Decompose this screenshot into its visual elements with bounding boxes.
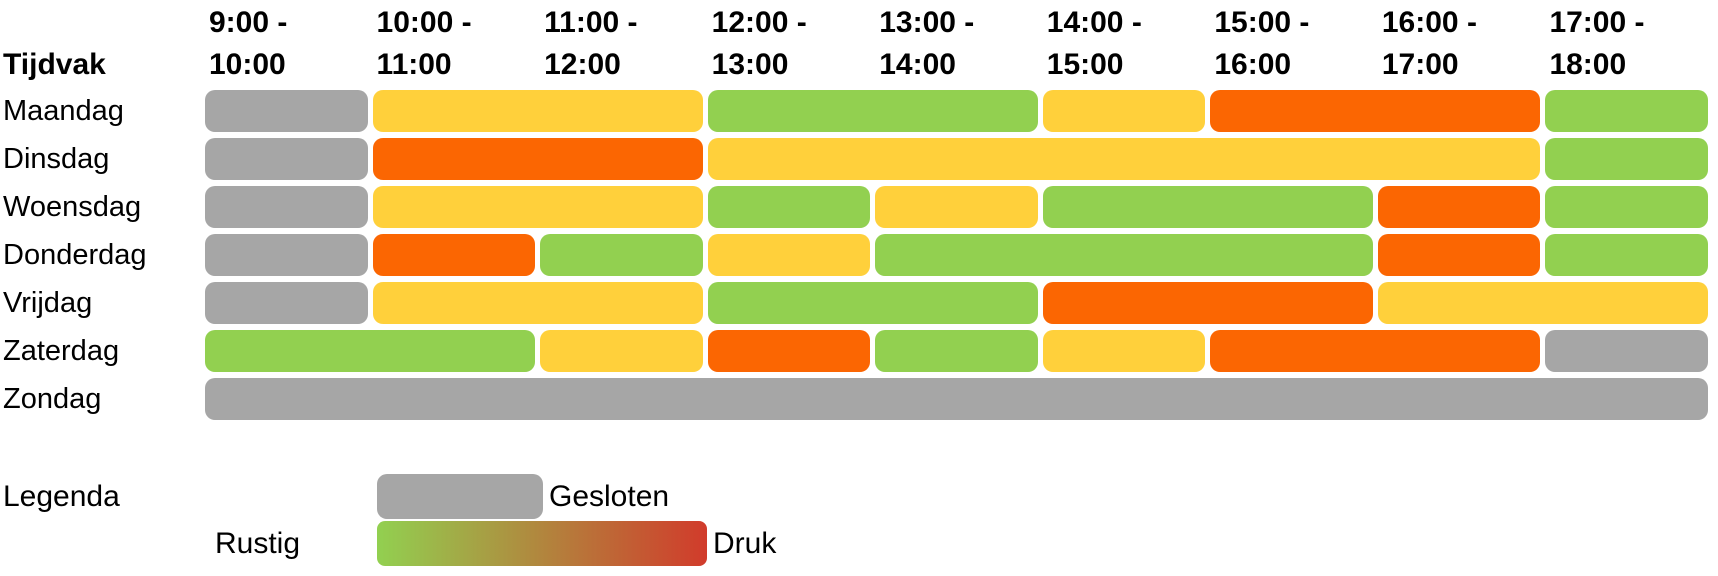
time-slot-header-line1: 13:00 -: [879, 6, 975, 39]
schedule-cell-moderate: [707, 234, 871, 276]
schedule-cell-quiet: [707, 90, 1038, 132]
time-slot-header-line1: 14:00 -: [1046, 6, 1142, 39]
schedule-cell-quiet: [1545, 186, 1708, 228]
schedule-cell-busy: [1377, 234, 1541, 276]
legend-closed-swatch: [377, 474, 543, 519]
time-slot-header-line1: 10:00 -: [376, 6, 472, 39]
day-label: Maandag: [3, 95, 124, 127]
time-slot-header-line2: 15:00: [1046, 48, 1124, 81]
schedule-cell-closed: [205, 138, 368, 180]
schedule-cell-quiet: [707, 186, 871, 228]
day-label: Vrijdag: [3, 287, 93, 319]
day-label: Donderdag: [3, 239, 147, 271]
time-slot-header-line2: 14:00: [879, 48, 956, 81]
schedule-cell-busy: [1377, 186, 1541, 228]
time-slot-header-line2: 11:00: [376, 48, 452, 81]
schedule-cell-moderate: [707, 138, 1541, 180]
legend-busyness-gradient-bar: [377, 521, 707, 566]
schedule-cell-closed: [205, 378, 1708, 420]
schedule-cell-moderate: [1042, 330, 1206, 372]
schedule-cell-moderate: [372, 282, 703, 324]
legend-quiet-label: Rustig: [215, 527, 301, 560]
schedule-cell-busy: [372, 138, 703, 180]
schedule-cell-moderate: [540, 330, 703, 372]
time-slot-header-line1: 9:00 -: [209, 6, 288, 39]
schedule-cell-quiet: [205, 330, 536, 372]
day-label: Zondag: [3, 383, 102, 415]
schedule-cell-moderate: [1377, 282, 1708, 324]
time-slot-header-line2: 16:00: [1214, 48, 1292, 81]
schedule-cell-busy: [1210, 330, 1541, 372]
time-slot-header-line2: 17:00: [1381, 48, 1459, 81]
schedule-cell-closed: [1545, 330, 1708, 372]
schedule-cell-quiet: [1042, 186, 1373, 228]
schedule-cell-busy: [1210, 90, 1541, 132]
time-slot-header-line1: 11:00 -: [544, 6, 638, 39]
schedule-cell-busy: [707, 330, 871, 372]
time-slot-header-line2: 13:00: [711, 48, 789, 81]
schedule-cell-moderate: [1042, 90, 1206, 132]
schedule-cell-closed: [205, 90, 368, 132]
legend-closed-label: Gesloten: [549, 480, 670, 513]
schedule-cell-closed: [205, 186, 368, 228]
schedule-cell-busy: [372, 234, 536, 276]
time-slot-header-line1: 17:00 -: [1549, 6, 1645, 39]
schedule-cell-quiet: [1545, 234, 1708, 276]
schedule-cell-closed: [205, 234, 368, 276]
day-label: Zaterdag: [3, 335, 120, 367]
time-slot-header-line1: 16:00 -: [1381, 6, 1477, 39]
time-slot-header-line1: 15:00 -: [1214, 6, 1310, 39]
schedule-cell-quiet: [707, 282, 1038, 324]
time-slot-header-line2: 12:00: [544, 48, 621, 81]
schedule-cell-quiet: [875, 330, 1038, 372]
legend-busy-label: Druk: [713, 527, 777, 560]
schedule-cell-moderate: [372, 186, 703, 228]
schedule-cell-moderate: [875, 186, 1038, 228]
time-slot-header-line2: 18:00: [1549, 48, 1627, 81]
time-slot-header-line1: 12:00 -: [711, 6, 807, 39]
time-slot-header-line2: 10:00: [209, 48, 286, 81]
legend-title: Legenda: [3, 480, 120, 513]
schedule-cell-closed: [205, 282, 368, 324]
schedule-cell-moderate: [372, 90, 703, 132]
schedule-cell-quiet: [1545, 90, 1708, 132]
day-label: Dinsdag: [3, 143, 110, 175]
schedule-cell-quiet: [1545, 138, 1708, 180]
schedule-cell-busy: [1042, 282, 1373, 324]
schedule-cell-quiet: [540, 234, 703, 276]
schedule-cell-quiet: [875, 234, 1373, 276]
timeslot-column-title: Tijdvak: [3, 48, 106, 81]
day-label: Woensdag: [3, 191, 142, 223]
